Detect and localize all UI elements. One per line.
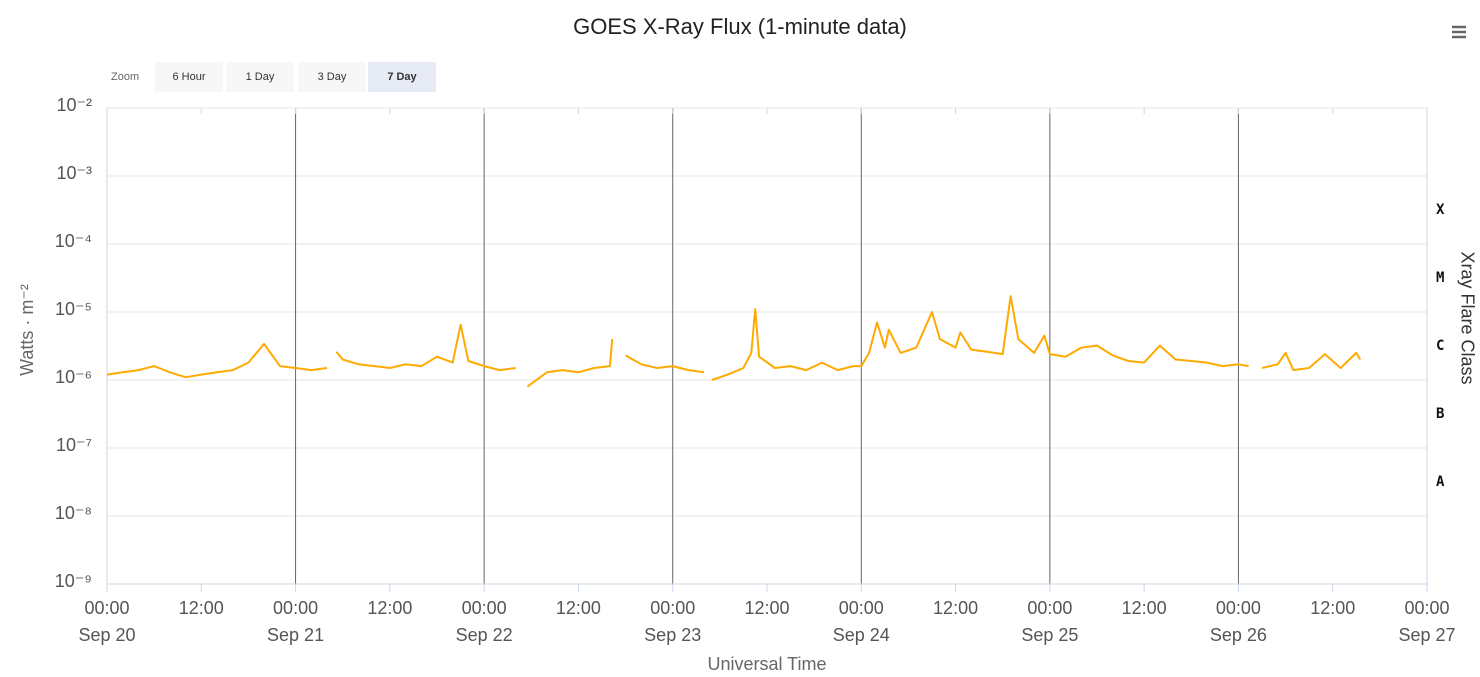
x-tick-label: 12:00 [1122, 598, 1167, 618]
y-tick-label: 10⁻⁷ [56, 435, 92, 455]
zoom-button[interactable] [226, 62, 294, 92]
series-line [335, 323, 516, 372]
x-tick-label: 00:00 [839, 598, 884, 618]
y-tick-label: 10⁻⁶ [55, 367, 92, 387]
y-tick-label: 10⁻² [56, 95, 92, 115]
zoom-button[interactable] [298, 62, 366, 92]
x-tick-label: 00:00 [1216, 598, 1261, 618]
x-tick-label: 00:00 [650, 598, 695, 618]
series-line [625, 354, 705, 374]
y-tick-label: 10⁻⁸ [55, 503, 92, 523]
zoom-button-label[interactable]: 1 Day [246, 71, 275, 83]
x-tick-label: Sep 24 [833, 625, 890, 645]
x-tick-label: Sep 27 [1398, 625, 1455, 645]
x-tick-label: 00:00 [84, 598, 129, 618]
y-tick-label: 10⁻⁹ [55, 571, 92, 591]
x-tick-label: 00:00 [273, 598, 318, 618]
y2-axis-title: Xray Flare Class [1457, 251, 1477, 384]
flare-class-label: B [1436, 406, 1444, 422]
x-tick-label: 00:00 [1027, 598, 1072, 618]
zoom-button-label[interactable]: 6 Hour [172, 71, 205, 83]
flare-class-label: X [1436, 202, 1445, 218]
x-tick-label: Sep 26 [1210, 625, 1267, 645]
series-line [1261, 351, 1362, 372]
flare-class-label: C [1436, 338, 1444, 354]
zoom-button[interactable] [368, 62, 436, 92]
x-tick-label: 00:00 [462, 598, 507, 618]
flare-class-label: A [1436, 474, 1445, 490]
y-axis-title: Watts · m⁻² [17, 284, 37, 376]
y-tick-label: 10⁻⁵ [55, 299, 92, 319]
x-tick-label: 12:00 [933, 598, 978, 618]
y-tick-label: 10⁻³ [56, 163, 92, 183]
x-tick-label: 12:00 [367, 598, 412, 618]
x-tick-label: Sep 23 [644, 625, 701, 645]
y-tick-label: 10⁻⁴ [55, 231, 92, 251]
x-tick-label: 00:00 [1404, 598, 1449, 618]
series-line [106, 342, 328, 379]
x-tick-label: Sep 21 [267, 625, 324, 645]
zoom-label: Zoom [111, 71, 139, 83]
chart-title: GOES X-Ray Flux (1-minute data) [573, 14, 907, 39]
x-axis-title: Universal Time [707, 654, 826, 674]
x-tick-label: Sep 20 [78, 625, 135, 645]
zoom-button[interactable] [155, 62, 223, 92]
menu-button[interactable] [1448, 22, 1470, 42]
zoom-button-label[interactable]: 3 Day [318, 71, 347, 83]
x-tick-label: 12:00 [556, 598, 601, 618]
series-line [526, 339, 614, 388]
zoom-button-label[interactable]: 7 Day [387, 71, 417, 83]
series-line [711, 295, 1249, 381]
x-tick-label: 12:00 [744, 598, 789, 618]
x-tick-label: Sep 25 [1021, 625, 1078, 645]
flare-class-label: M [1436, 270, 1444, 286]
x-tick-label: Sep 22 [456, 625, 513, 645]
x-tick-label: 12:00 [179, 598, 224, 618]
x-tick-label: 12:00 [1310, 598, 1355, 618]
